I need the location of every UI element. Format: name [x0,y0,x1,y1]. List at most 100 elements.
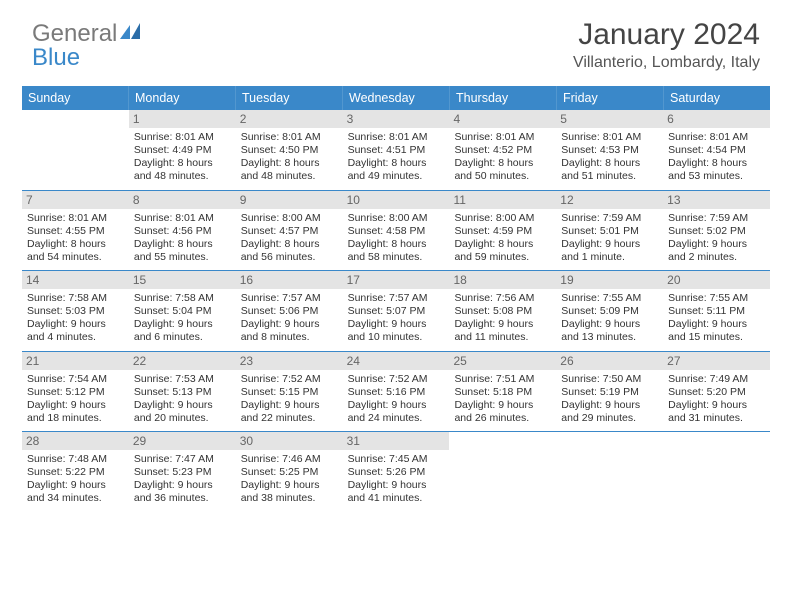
day-number: 14 [22,271,129,289]
day-of-week-header: Thursday [450,86,557,110]
sunset-line: Sunset: 5:06 PM [241,305,338,318]
day-cell: 9Sunrise: 8:00 AMSunset: 4:57 PMDaylight… [236,191,343,271]
daylight-line: Daylight: 8 hours and 49 minutes. [348,157,445,183]
sunset-line: Sunset: 5:23 PM [134,466,231,479]
day-cell: 25Sunrise: 7:51 AMSunset: 5:18 PMDayligh… [449,352,556,432]
day-number: 9 [236,191,343,209]
day-of-week-header: Tuesday [236,86,343,110]
day-of-week-header: Monday [129,86,236,110]
sunset-line: Sunset: 5:26 PM [348,466,445,479]
daylight-line: Daylight: 9 hours and 6 minutes. [134,318,231,344]
sunrise-line: Sunrise: 7:47 AM [134,453,231,466]
sunrise-line: Sunrise: 8:01 AM [134,131,231,144]
day-cell: 7Sunrise: 8:01 AMSunset: 4:55 PMDaylight… [22,191,129,271]
day-number: 25 [449,352,556,370]
sunrise-line: Sunrise: 7:45 AM [348,453,445,466]
month-title: January 2024 [573,18,760,52]
day-cell: 15Sunrise: 7:58 AMSunset: 5:04 PMDayligh… [129,271,236,351]
sunset-line: Sunset: 5:04 PM [134,305,231,318]
sunset-line: Sunset: 4:49 PM [134,144,231,157]
calendar-grid: SundayMondayTuesdayWednesdayThursdayFrid… [22,86,770,512]
location-subtitle: Villanterio, Lombardy, Italy [573,54,760,72]
sunset-line: Sunset: 5:20 PM [668,386,765,399]
daylight-line: Daylight: 8 hours and 50 minutes. [454,157,551,183]
sunset-line: Sunset: 4:53 PM [561,144,658,157]
day-number: 30 [236,432,343,450]
week-row: 14Sunrise: 7:58 AMSunset: 5:03 PMDayligh… [22,270,770,351]
day-cell: 31 Sunrise: 7:45 AMSunset: 5:26 PMDayligh… [343,432,450,512]
day-number: 5 [556,110,663,128]
day-cell: 12Sunrise: 7:59 AMSunset: 5:01 PMDayligh… [556,191,663,271]
day-number: 4 [449,110,556,128]
day-number: 2 [236,110,343,128]
daylight-line: Daylight: 8 hours and 58 minutes. [348,238,445,264]
day-number: 21 [22,352,129,370]
day-cell: 4Sunrise: 8:01 AMSunset: 4:52 PMDaylight… [449,110,556,190]
sunrise-line: Sunrise: 8:00 AM [348,212,445,225]
day-cell: 24Sunrise: 7:52 AMSunset: 5:16 PMDayligh… [343,352,450,432]
sunset-line: Sunset: 5:03 PM [27,305,124,318]
daylight-line: Daylight: 8 hours and 48 minutes. [134,157,231,183]
sunrise-line: Sunrise: 7:56 AM [454,292,551,305]
week-row: 1Sunrise: 8:01 AMSunset: 4:49 PMDaylight… [22,110,770,190]
sunrise-line: Sunrise: 7:54 AM [27,373,124,386]
logo-flag-icon [120,18,142,46]
day-cell: 14 Sunrise: 7:58 AMSunset: 5:03 PMDayligh… [22,271,129,351]
sunset-line: Sunset: 5:19 PM [561,386,658,399]
day-cell [449,432,556,512]
sunrise-line: Sunrise: 8:01 AM [668,131,765,144]
day-cell: 5Sunrise: 8:01 AMSunset: 4:53 PMDaylight… [556,110,663,190]
sunset-line: Sunset: 4:55 PM [27,225,124,238]
daylight-line: Daylight: 8 hours and 54 minutes. [27,238,124,264]
day-number: 10 [343,191,450,209]
day-number: 24 [343,352,450,370]
day-cell: 20Sunrise: 7:55 AMSunset: 5:11 PMDayligh… [663,271,770,351]
sunrise-line: Sunrise: 7:59 AM [668,212,765,225]
sunrise-line: Sunrise: 7:49 AM [668,373,765,386]
day-number: 28 [22,432,129,450]
day-number: 20 [663,271,770,289]
sunset-line: Sunset: 4:57 PM [241,225,338,238]
daylight-line: Daylight: 9 hours and 11 minutes. [454,318,551,344]
sunset-line: Sunset: 5:13 PM [134,386,231,399]
daylight-line: Daylight: 9 hours and 15 minutes. [668,318,765,344]
day-number: 22 [129,352,236,370]
daylight-line: Daylight: 9 hours and 31 minutes. [668,399,765,425]
day-cell: 11Sunrise: 8:00 AMSunset: 4:59 PMDayligh… [449,191,556,271]
daylight-line: Daylight: 9 hours and 41 minutes. [348,479,445,505]
daylight-line: Daylight: 8 hours and 53 minutes. [668,157,765,183]
day-cell: 22Sunrise: 7:53 AMSunset: 5:13 PMDayligh… [129,352,236,432]
day-number: 15 [129,271,236,289]
sunrise-line: Sunrise: 7:59 AM [561,212,658,225]
sunset-line: Sunset: 4:51 PM [348,144,445,157]
day-of-week-header: Wednesday [343,86,450,110]
day-number: 27 [663,352,770,370]
sunset-line: Sunset: 4:54 PM [668,144,765,157]
sunrise-line: Sunrise: 7:52 AM [241,373,338,386]
sunrise-line: Sunrise: 7:48 AM [27,453,124,466]
sunrise-line: Sunrise: 8:01 AM [27,212,124,225]
day-cell: 21Sunrise: 7:54 AMSunset: 5:12 PMDayligh… [22,352,129,432]
daylight-line: Daylight: 9 hours and 10 minutes. [348,318,445,344]
day-of-week-header: Sunday [22,86,129,110]
sunset-line: Sunset: 5:16 PM [348,386,445,399]
day-cell: 18Sunrise: 7:56 AMSunset: 5:08 PMDayligh… [449,271,556,351]
daylight-line: Daylight: 9 hours and 34 minutes. [27,479,124,505]
daylight-line: Daylight: 8 hours and 48 minutes. [241,157,338,183]
day-number: 6 [663,110,770,128]
daylight-line: Daylight: 8 hours and 59 minutes. [454,238,551,264]
day-number: 31 [343,432,450,450]
sunset-line: Sunset: 4:50 PM [241,144,338,157]
sunset-line: Sunset: 5:02 PM [668,225,765,238]
day-cell: 23Sunrise: 7:52 AMSunset: 5:15 PMDayligh… [236,352,343,432]
day-cell: 30Sunrise: 7:46 AMSunset: 5:25 PMDayligh… [236,432,343,512]
daylight-line: Daylight: 9 hours and 26 minutes. [454,399,551,425]
day-cell: 13Sunrise: 7:59 AMSunset: 5:02 PMDayligh… [663,191,770,271]
daylight-line: Daylight: 9 hours and 4 minutes. [27,318,124,344]
day-cell: 10Sunrise: 8:00 AMSunset: 4:58 PMDayligh… [343,191,450,271]
sunrise-line: Sunrise: 7:58 AM [27,292,124,305]
daylight-line: Daylight: 8 hours and 56 minutes. [241,238,338,264]
title-block: January 2024 Villanterio, Lombardy, Ital… [573,18,760,72]
day-number: 3 [343,110,450,128]
day-cell: 2Sunrise: 8:01 AMSunset: 4:50 PMDaylight… [236,110,343,190]
